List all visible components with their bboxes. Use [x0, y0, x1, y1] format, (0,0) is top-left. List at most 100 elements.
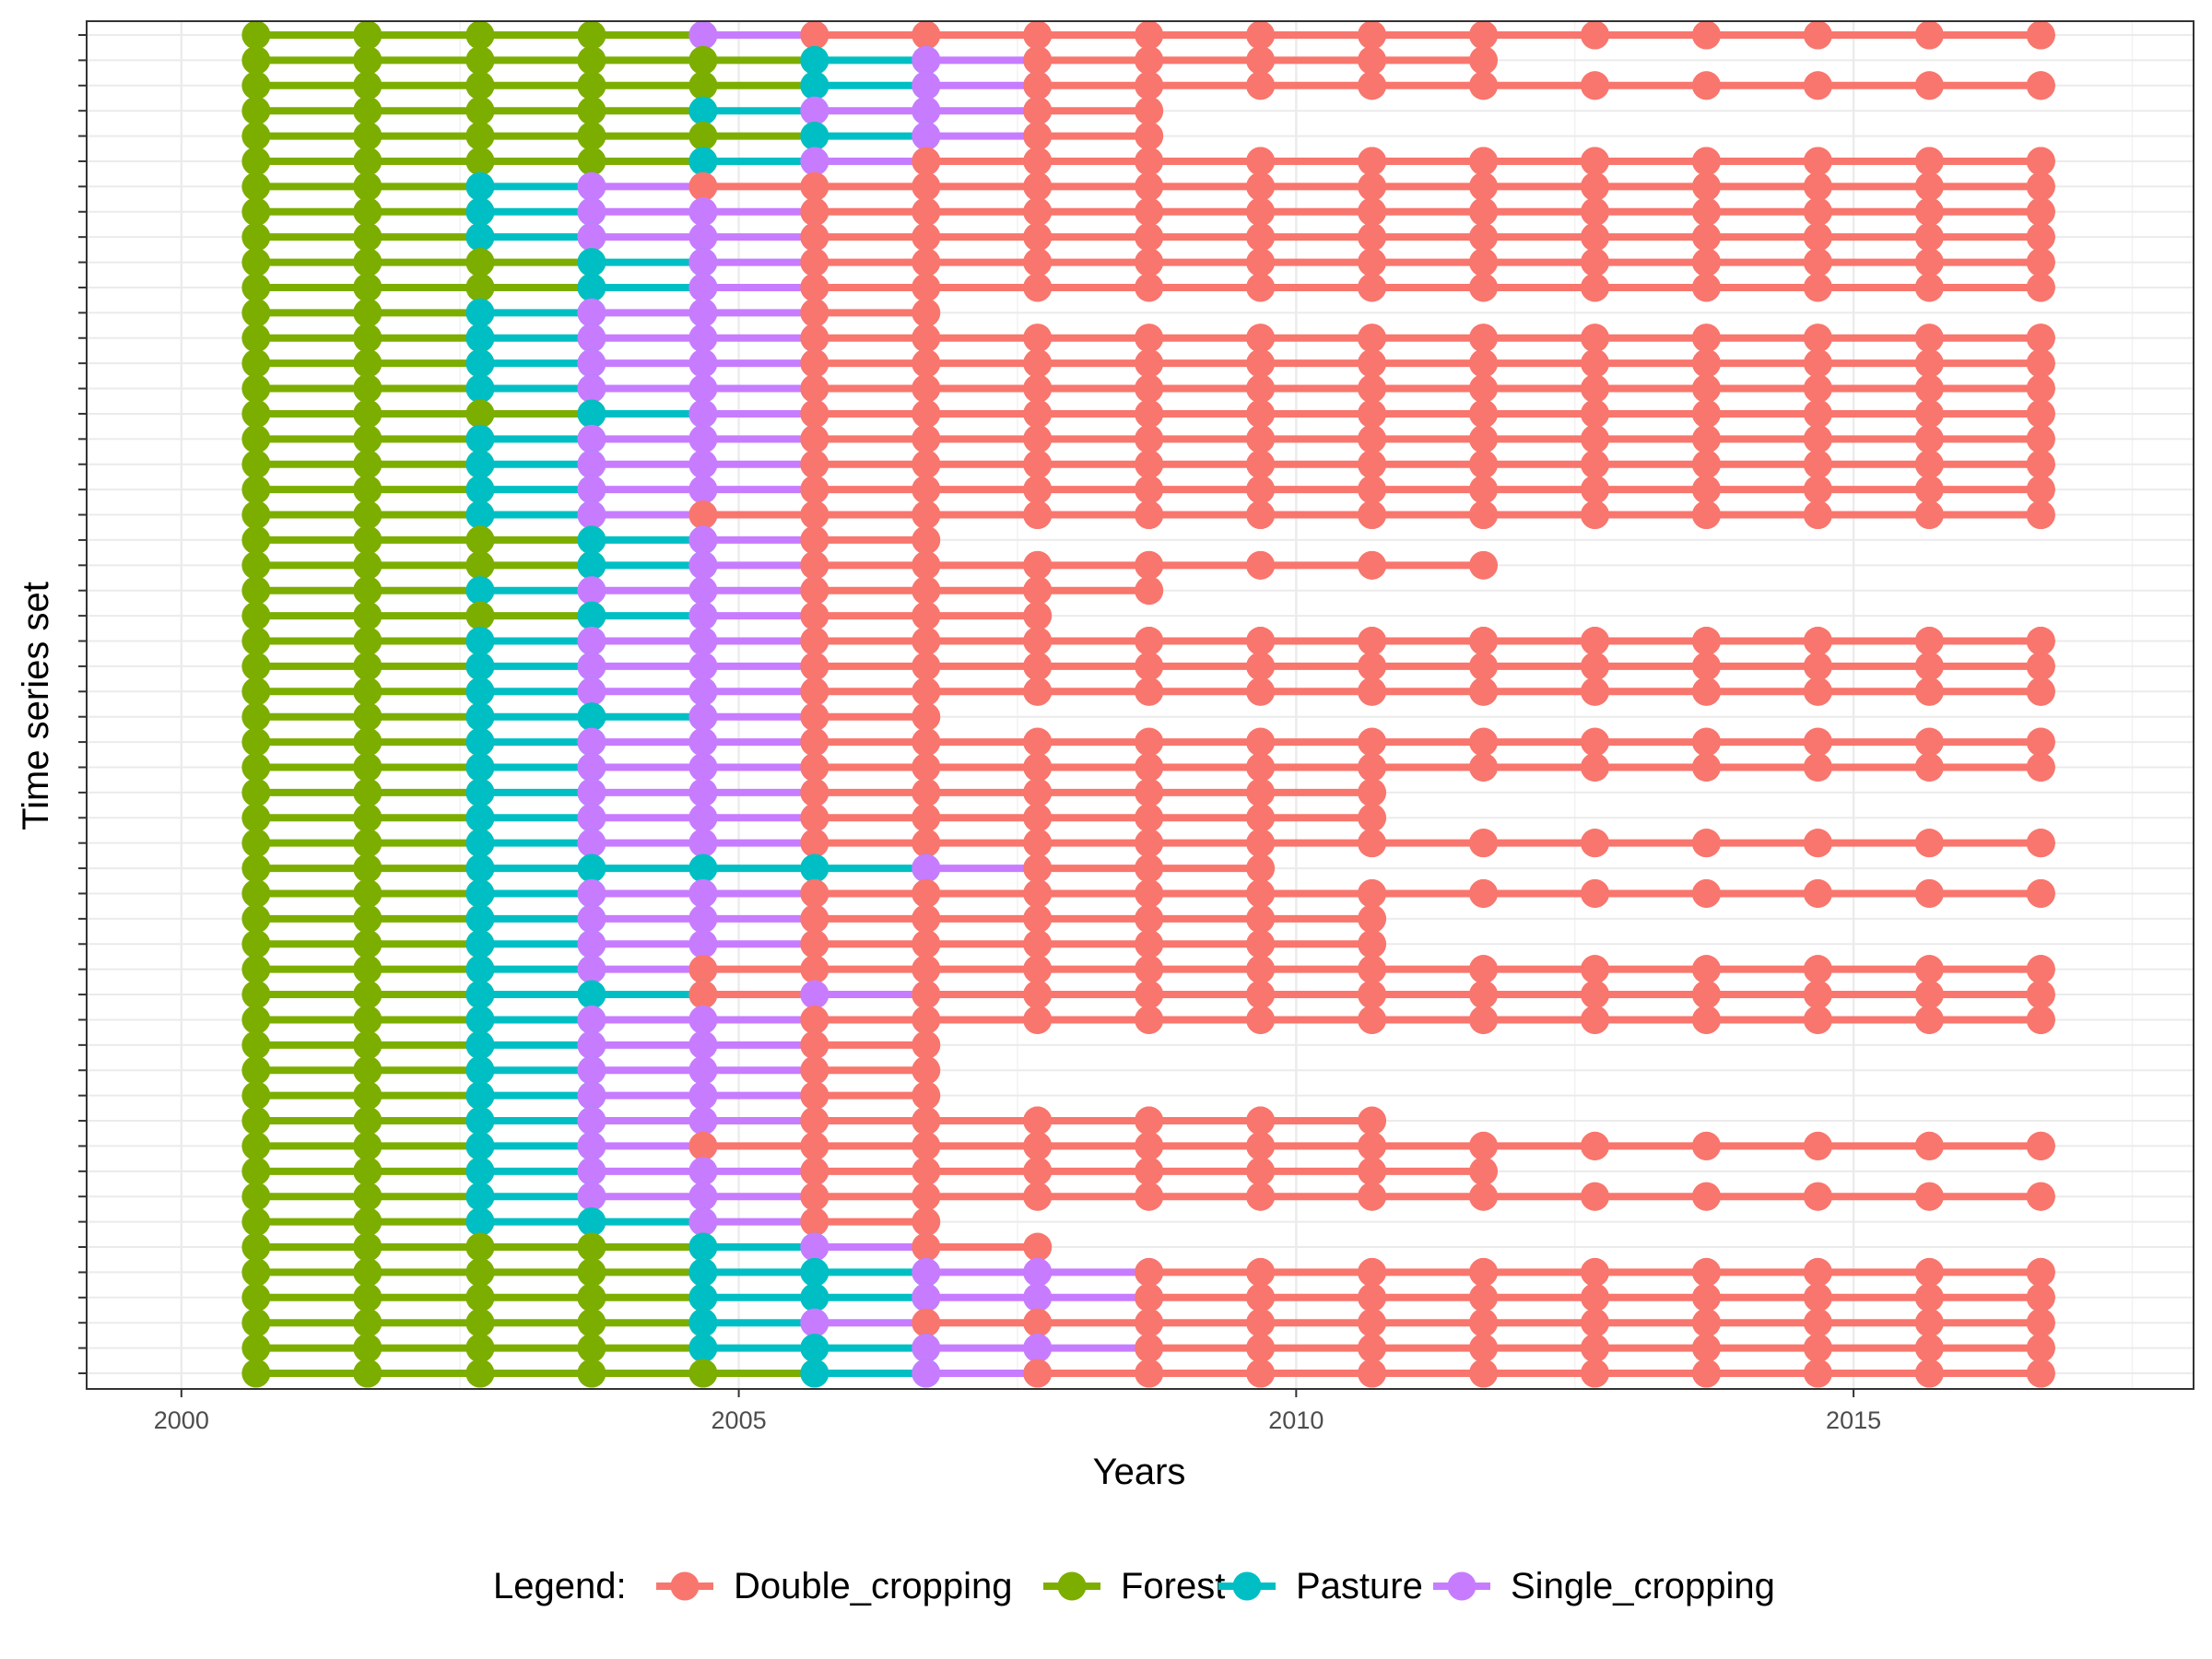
- series-point: [1358, 71, 1387, 100]
- series-point: [1246, 424, 1276, 453]
- series-point: [241, 248, 271, 277]
- series-point: [800, 1207, 830, 1237]
- series-point: [1803, 273, 1832, 302]
- series-point: [465, 298, 495, 327]
- series-point: [688, 677, 718, 706]
- series-point: [353, 1182, 382, 1211]
- series-point: [2026, 677, 2055, 706]
- series-point: [1914, 20, 1944, 50]
- series-point: [353, 525, 382, 555]
- series-point: [241, 273, 271, 302]
- series-point: [1469, 1157, 1499, 1186]
- series-point: [1023, 399, 1053, 429]
- series-point: [1914, 829, 1944, 858]
- series-point: [353, 450, 382, 479]
- series-point: [241, 1005, 271, 1034]
- series-point: [1803, 652, 1832, 681]
- x-tick-label: 2015: [1826, 1406, 1881, 1434]
- series-point: [800, 878, 830, 908]
- series-point: [353, 702, 382, 732]
- series-point: [800, 273, 830, 302]
- series-point: [2026, 980, 2055, 1009]
- series-point: [577, 1207, 606, 1237]
- series-point: [1914, 475, 1944, 504]
- series-point: [912, 424, 941, 453]
- series-point: [241, 1131, 271, 1160]
- series-point: [1691, 1334, 1721, 1363]
- series-point: [912, 324, 941, 353]
- series-point: [1803, 677, 1832, 706]
- series-point: [1135, 1005, 1164, 1034]
- series-point: [1135, 727, 1164, 757]
- series-point: [688, 197, 718, 227]
- series-point: [1246, 803, 1276, 832]
- series-point: [800, 627, 830, 656]
- series-point: [1691, 1257, 1721, 1287]
- series-point: [1023, 475, 1053, 504]
- series-point: [1803, 348, 1832, 378]
- series-point: [353, 399, 382, 429]
- series-point: [800, 550, 830, 580]
- series-point: [800, 702, 830, 732]
- series-point: [577, 980, 606, 1009]
- series-point: [688, 576, 718, 606]
- series-point: [1023, 752, 1053, 782]
- series-point: [241, 1232, 271, 1262]
- series-point: [1469, 677, 1499, 706]
- legend-label: Single_cropping: [1511, 1566, 1775, 1606]
- series-point: [1246, 853, 1276, 883]
- series-point: [1803, 71, 1832, 100]
- series-point: [1803, 878, 1832, 908]
- series-point: [800, 576, 830, 606]
- series-point: [1246, 929, 1276, 959]
- time-series: [241, 727, 2055, 757]
- series-point: [577, 1030, 606, 1060]
- series-point: [1580, 197, 1609, 227]
- time-series: [241, 752, 2055, 782]
- series-point: [465, 1030, 495, 1060]
- series-point: [1691, 652, 1721, 681]
- series-point: [465, 1005, 495, 1034]
- series-point: [1246, 399, 1276, 429]
- series-point: [2026, 147, 2055, 176]
- time-series: [241, 803, 1387, 832]
- series-point: [1358, 1257, 1387, 1287]
- series-point: [353, 475, 382, 504]
- series-point: [800, 424, 830, 453]
- series-point: [1246, 147, 1276, 176]
- series-point: [353, 248, 382, 277]
- series-point: [1580, 1182, 1609, 1211]
- series-point: [688, 601, 718, 630]
- series-point: [465, 475, 495, 504]
- series-point: [1580, 1257, 1609, 1287]
- series-point: [353, 1106, 382, 1135]
- time-series: [241, 677, 2055, 706]
- series-point: [1358, 829, 1387, 858]
- series-point: [577, 878, 606, 908]
- series-point: [1580, 424, 1609, 453]
- time-series: [241, 853, 1276, 883]
- series-point: [1469, 171, 1499, 201]
- legend-key-point: [1232, 1571, 1262, 1601]
- series-point: [688, 803, 718, 832]
- series-point: [1358, 1131, 1387, 1160]
- series-point: [1246, 273, 1276, 302]
- series-point: [1469, 1131, 1499, 1160]
- series-point: [2026, 197, 2055, 227]
- series-point: [1023, 576, 1053, 606]
- series-point: [465, 1308, 495, 1337]
- series-point: [241, 1030, 271, 1060]
- series-point: [800, 778, 830, 807]
- series-point: [1469, 1283, 1499, 1312]
- series-point: [577, 248, 606, 277]
- time-series: [241, 1131, 2055, 1160]
- series-point: [1803, 1359, 1832, 1388]
- series-point: [688, 1131, 718, 1160]
- series-point: [241, 298, 271, 327]
- series-point: [1023, 1182, 1053, 1211]
- series-point: [1358, 1157, 1387, 1186]
- series-point: [1914, 147, 1944, 176]
- series-point: [1803, 1283, 1832, 1312]
- series-point: [241, 197, 271, 227]
- series-point: [1135, 627, 1164, 656]
